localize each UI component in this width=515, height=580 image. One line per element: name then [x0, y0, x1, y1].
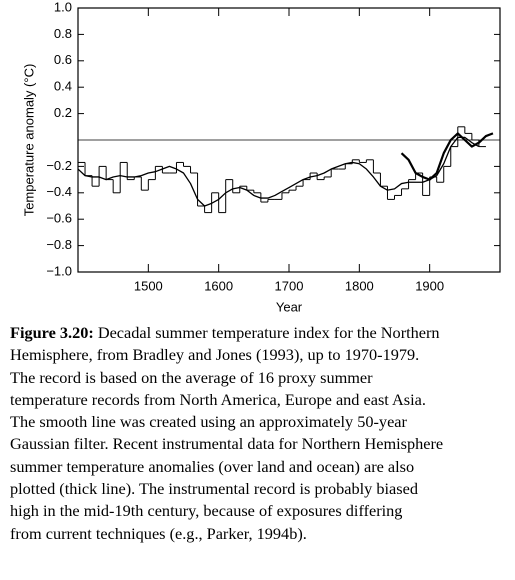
y-tick-label: −0.8 [46, 237, 72, 252]
y-tick-label: −1.0 [46, 263, 72, 278]
y-axis-label: Temperature anomaly (°C) [21, 64, 36, 217]
y-tick-label: −0.4 [46, 184, 72, 199]
caption: Figure 3.20: Decadal summer temperature i… [10, 322, 510, 545]
caption-label: Figure 3.20: [10, 323, 94, 342]
caption-text: from current techniques (e.g., Parker, 1… [10, 523, 307, 543]
y-tick-label: −0.2 [46, 158, 72, 173]
caption-line: temperature records from North America, … [10, 389, 510, 411]
caption-line: Hemisphere, from Bradley and Jones (1993… [10, 344, 510, 366]
caption-text: The record is based on the average of 16… [10, 367, 373, 387]
series-line [77, 136, 480, 207]
caption-line: The smooth line was created using an app… [10, 411, 510, 433]
caption-line: Figure 3.20: Decadal summer temperature i… [10, 322, 510, 344]
caption-line: The record is based on the average of 16… [10, 367, 510, 389]
x-tick-label: 1700 [275, 278, 304, 293]
y-tick-label: 1.0 [54, 0, 72, 14]
x-axis-label: Year [276, 299, 303, 314]
caption-line: high in the mid-19th century, because of… [10, 500, 510, 522]
caption-text: The smooth line was created using an app… [10, 412, 407, 432]
chart: Temperature anomaly (°C) Year −1.0 −0.8 −0… [21, 0, 501, 314]
y-tick-label: 0.6 [54, 52, 72, 67]
caption-text: temperature records from North America, … [10, 389, 426, 409]
caption-text: high in the mid-19th century, because of… [10, 501, 403, 521]
caption-text: plotted (thick line). The instrumental r… [10, 479, 418, 499]
caption-line: summer temperature anomalies (over land … [10, 456, 510, 478]
y-tick-label: −0.6 [46, 211, 72, 226]
y-tick-label: 0.8 [54, 26, 72, 41]
x-tick-label: 1500 [134, 278, 163, 293]
series-line [400, 132, 494, 181]
caption-line: from current techniques (e.g., Parker, 1… [10, 523, 510, 545]
y-tick-label: 0.2 [54, 105, 72, 120]
x-tick-label: 1600 [204, 278, 233, 293]
caption-line: Gaussian filter. Recent instrumental dat… [10, 433, 510, 455]
caption-text: summer temperature anomalies (over land … [10, 456, 415, 476]
caption-line: plotted (thick line). The instrumental r… [10, 478, 510, 500]
caption-text: Hemisphere, from Bradley and Jones (1993… [10, 345, 420, 365]
caption-text: Decadal summer temperature index for the… [97, 323, 440, 342]
x-tick-label: 1800 [345, 278, 374, 293]
x-tick-label: 1900 [415, 278, 444, 293]
caption-text: Gaussian filter. Recent instrumental dat… [10, 434, 444, 454]
y-tick-label: 0.4 [54, 79, 72, 94]
